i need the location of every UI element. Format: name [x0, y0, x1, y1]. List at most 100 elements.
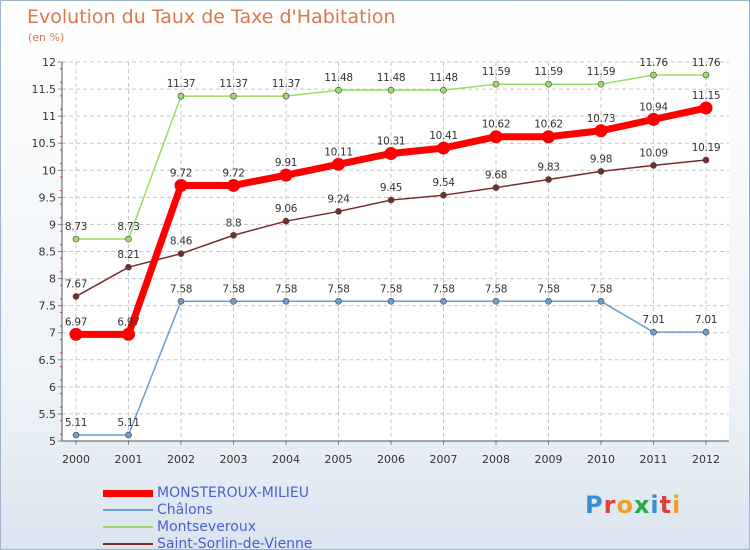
data-label: 10.31 — [377, 136, 406, 148]
data-label: 8.73 — [117, 221, 139, 233]
data-point — [282, 298, 290, 305]
data-point — [384, 147, 398, 161]
data-label: 9.06 — [275, 203, 298, 215]
data-label: 7.58 — [485, 283, 507, 295]
data-point — [69, 327, 83, 341]
data-point — [437, 141, 450, 155]
x-tick-label: 2012 — [692, 453, 720, 466]
data-label: 7.01 — [642, 314, 664, 326]
data-point — [230, 298, 237, 305]
data-point — [545, 298, 552, 305]
data-label: 6.97 — [117, 316, 139, 328]
data-label: 7.58 — [380, 283, 402, 295]
data-label: 11.48 — [429, 72, 458, 84]
data-point — [177, 298, 185, 305]
data-point — [125, 431, 132, 439]
data-point — [227, 178, 240, 192]
data-label: 7.67 — [65, 278, 87, 290]
y-tick-label: 9 — [49, 218, 56, 231]
y-tick-label: 9.5 — [39, 191, 57, 204]
y-tick-label: 6 — [49, 381, 56, 394]
y-tick-label: 5 — [49, 435, 56, 448]
data-label: 11.59 — [587, 66, 616, 78]
data-label: 10.11 — [324, 146, 353, 158]
data-point — [492, 184, 500, 191]
x-tick-label: 2007 — [430, 453, 458, 466]
data-point — [650, 71, 657, 79]
data-point — [492, 80, 500, 88]
data-label: 9.45 — [380, 182, 402, 194]
data-point — [230, 231, 237, 239]
data-point — [335, 86, 342, 94]
data-point — [387, 86, 395, 94]
data-label: 5.11 — [117, 417, 139, 429]
data-point — [489, 130, 503, 144]
data-label: 7.58 — [275, 283, 297, 295]
data-point — [387, 196, 395, 204]
data-point — [72, 431, 80, 439]
data-label: 11.48 — [377, 72, 406, 84]
data-label: 7.58 — [537, 283, 559, 295]
data-point — [597, 298, 605, 305]
data-point — [702, 156, 710, 164]
x-tick-label: 2006 — [377, 453, 405, 466]
data-point — [440, 86, 447, 94]
data-label: 9.72 — [170, 167, 192, 179]
data-label: 11.37 — [219, 78, 248, 90]
y-tick-label: 12 — [42, 56, 56, 69]
y-tick-label: 7.5 — [39, 300, 57, 313]
data-point — [72, 293, 80, 300]
y-tick-label: 8 — [49, 273, 56, 286]
legend-label: MONSTEROUX-MILIEU — [157, 485, 310, 501]
data-label: 10.09 — [639, 147, 668, 159]
data-label: 7.58 — [590, 283, 612, 295]
x-tick-label: 2011 — [640, 453, 668, 466]
data-point — [177, 92, 185, 100]
data-label: 9.24 — [327, 193, 350, 205]
data-label: 7.58 — [432, 283, 454, 295]
x-tick-label: 2000 — [62, 453, 90, 466]
data-label: 7.01 — [695, 314, 717, 326]
data-label: 9.54 — [432, 177, 455, 189]
data-label: 11.76 — [639, 57, 668, 69]
data-label: 11.59 — [534, 66, 563, 78]
data-point — [279, 168, 293, 182]
data-point — [650, 328, 657, 336]
data-label: 7.58 — [170, 283, 192, 295]
legend-swatch — [103, 526, 153, 528]
legend-swatch — [103, 489, 153, 497]
data-label: 8.73 — [65, 221, 87, 233]
data-label: 5.11 — [65, 417, 87, 429]
y-tick-label: 5.5 — [39, 408, 57, 421]
data-point — [594, 124, 608, 138]
data-point — [545, 80, 552, 88]
y-tick-label: 11.5 — [32, 83, 57, 96]
y-tick-label: 10 — [42, 164, 56, 177]
data-point — [699, 101, 713, 115]
data-point — [542, 130, 555, 144]
data-point — [702, 71, 710, 79]
data-label: 6.97 — [65, 316, 87, 328]
legend-swatch — [103, 509, 153, 511]
chart-title: Evolution du Taux de Taxe d'Habitation — [27, 6, 396, 28]
data-point — [177, 250, 185, 257]
proxiti-logo: Proxiti — [585, 491, 682, 519]
data-point — [335, 298, 342, 305]
y-tick-label: 7 — [49, 327, 56, 340]
chart-subtitle: (en %) — [28, 31, 65, 44]
data-point — [332, 157, 345, 171]
data-point — [702, 328, 710, 336]
data-point — [125, 263, 132, 271]
data-label: 10.62 — [482, 119, 511, 131]
x-tick-label: 2002 — [167, 453, 195, 466]
legend-label: Montseveroux — [157, 519, 256, 535]
data-label: 11.15 — [692, 90, 721, 102]
data-point — [282, 92, 290, 100]
legend-swatch — [103, 543, 153, 545]
data-label: 11.48 — [324, 72, 353, 84]
data-label: 7.58 — [222, 283, 244, 295]
y-tick-label: 6.5 — [39, 354, 57, 367]
data-label: 9.98 — [590, 153, 612, 165]
